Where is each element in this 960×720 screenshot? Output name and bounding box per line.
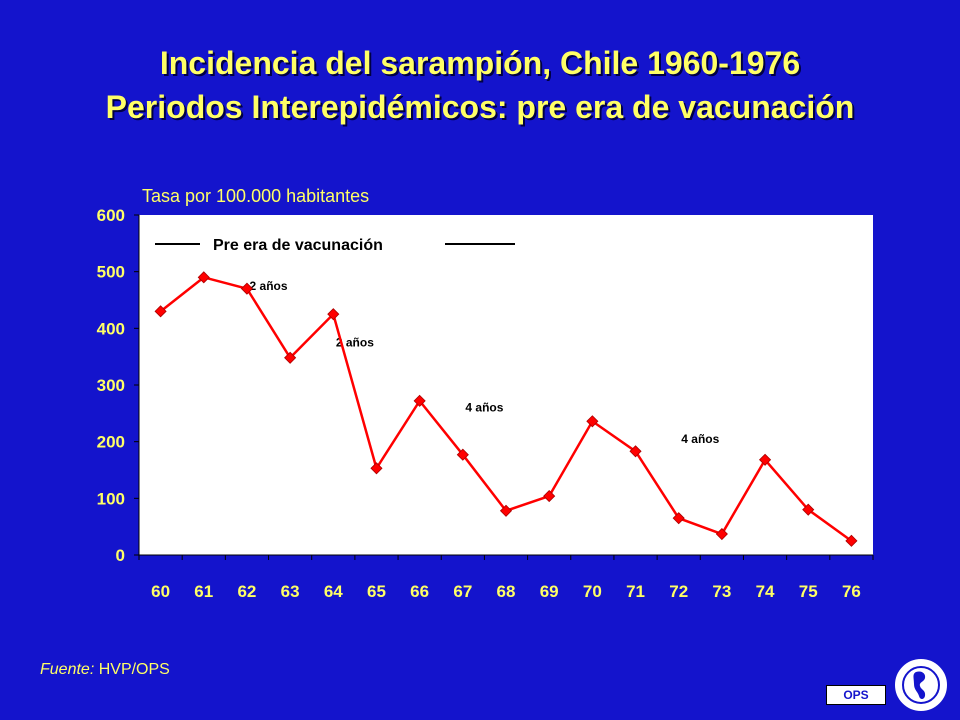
data-point-marker	[197, 271, 210, 284]
x-tick-label: 66	[410, 582, 429, 601]
source-prefix: Fuente:	[40, 661, 95, 678]
x-tick-label: 74	[756, 582, 775, 601]
x-tick-label: 76	[842, 582, 861, 601]
interval-annotation: 2 años	[336, 336, 374, 350]
x-tick-label: 67	[453, 582, 472, 601]
y-tick-label: 200	[97, 433, 125, 452]
source-note: Fuente: HVP/OPS	[40, 661, 170, 679]
data-point-marker	[629, 445, 642, 458]
data-point-marker	[370, 462, 383, 475]
y-tick-label: 500	[97, 263, 125, 282]
y-tick-label: 100	[97, 489, 125, 508]
x-tick-label: 63	[281, 582, 300, 601]
data-point-marker	[543, 490, 556, 503]
data-point-marker	[284, 351, 297, 364]
interval-annotation: 2 años	[250, 279, 288, 293]
x-tick-label: 60	[151, 582, 170, 601]
y-tick-label: 600	[97, 206, 125, 225]
x-tick-label: 62	[237, 582, 256, 601]
data-point-marker	[240, 282, 254, 295]
interval-annotation: 4 años	[681, 432, 719, 446]
y-tick-label: 0	[116, 546, 125, 565]
data-point-marker	[499, 504, 513, 517]
x-tick-label: 65	[367, 582, 386, 601]
y-axis-label: Tasa por 100.000 habitantes	[142, 186, 370, 206]
data-point-marker	[758, 453, 772, 466]
x-tick-label: 73	[712, 582, 731, 601]
x-tick-label: 70	[583, 582, 602, 601]
data-point-marker	[154, 305, 167, 318]
data-point-marker	[845, 534, 858, 547]
paho-logo-icon	[893, 657, 949, 713]
x-tick-label: 61	[194, 582, 213, 601]
data-point-marker	[413, 394, 426, 407]
x-tick-label: 71	[626, 582, 645, 601]
slide-title-line1: Incidencia del sarampión, Chile 1960-197…	[159, 45, 801, 81]
x-tick-label: 64	[324, 582, 343, 601]
data-point-marker	[802, 503, 815, 516]
ops-badge: OPS	[826, 685, 886, 705]
data-point-marker	[715, 527, 728, 541]
data-point-marker	[456, 448, 469, 461]
legend-label: Pre era de vacunación	[213, 237, 383, 254]
y-tick-label: 400	[97, 319, 125, 338]
plot-area	[139, 215, 873, 555]
data-point-marker	[586, 415, 599, 428]
data-point-marker	[327, 308, 340, 321]
y-tick-label: 300	[97, 376, 125, 395]
slide-title-line2: Periodos Interepidémicos: pre era de vac…	[105, 89, 855, 125]
source-text: HVP/OPS	[94, 661, 170, 678]
data-point-marker	[672, 512, 685, 525]
x-tick-label: 68	[497, 582, 516, 601]
x-tick-label: 69	[540, 582, 559, 601]
x-tick-label: 75	[799, 582, 818, 601]
interval-annotation: 4 años	[465, 401, 503, 415]
x-tick-label: 72	[669, 582, 688, 601]
